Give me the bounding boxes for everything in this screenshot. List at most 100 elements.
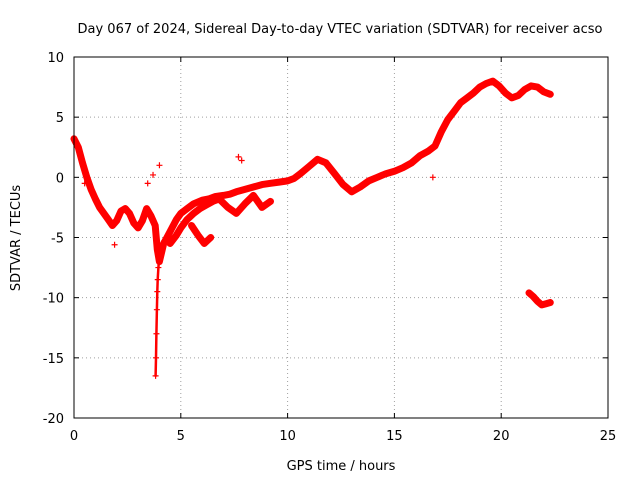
data-point [194,232,201,239]
data-point [105,216,112,223]
data-point [233,188,240,195]
series-line [188,222,215,247]
data-point [144,180,151,187]
data-point [173,216,180,223]
data-point [417,152,424,159]
data-point [408,159,415,166]
data-point [109,222,116,229]
data-point [75,144,82,151]
data-point [190,210,197,217]
x-tick-label: 10 [279,429,296,444]
data-point [483,80,490,87]
data-point [153,330,160,337]
data-point [502,90,509,97]
data-point [153,306,160,313]
data-point [83,174,90,181]
data-point [429,174,436,181]
data-point [92,195,99,202]
data-point [489,78,496,85]
data-point [209,198,216,205]
data-point [167,240,174,247]
data-point [470,90,477,97]
data-point [79,159,86,166]
data-point [96,204,103,211]
data-point [297,170,304,177]
data-point [139,217,146,224]
series-secondary-trace [166,191,274,247]
data-point [291,175,298,182]
y-tick-label: 0 [56,171,64,186]
data-point [530,293,537,300]
data-point [267,180,274,187]
data-point [150,171,157,178]
data-point [374,174,381,181]
x-axis-label: GPS time / hours [287,459,396,474]
data-point [167,228,174,235]
data-point [177,224,184,231]
tick-labels: 0 5 10 15 20 25 -20 -15 -10 -5 0 5 10 [43,51,617,444]
data-point [153,354,160,361]
series-dip-spike [152,240,165,379]
y-tick-label: -20 [43,412,64,427]
data-point [81,180,88,187]
data-point [158,240,165,247]
series-line [70,77,554,266]
data-point [250,192,257,199]
data-point [201,240,208,247]
y-tick-label: -10 [43,292,64,307]
data-point [508,94,515,101]
data-point [154,276,161,283]
data-point [147,212,154,219]
data-point [267,198,274,205]
data-point [100,210,107,217]
data-point [207,234,214,241]
data-point [156,252,163,259]
data-point [444,116,451,123]
data-point [224,204,231,211]
data-point [88,186,95,193]
data-point [399,164,406,171]
data-point [241,186,248,193]
x-tick-label: 15 [386,429,403,444]
x-tick-label: 20 [493,429,510,444]
data-point [540,88,547,95]
data-point [177,210,184,217]
data-point [534,298,541,305]
data-point [143,205,150,212]
data-point [340,181,347,188]
data-point [331,170,338,177]
data-point [348,188,355,195]
data-point [184,205,191,212]
series-late-segment [525,289,554,309]
data-point [216,195,223,202]
data-point [156,162,163,169]
data-point [155,264,162,271]
x-tick-label: 25 [600,429,617,444]
data-point [476,84,483,91]
data-point [197,205,204,212]
data-point [464,94,471,101]
y-axis-label: SDTVAR / TECUs [9,185,24,292]
data-point [515,92,522,99]
data-point [365,177,372,184]
data-point [323,159,330,166]
data-point [226,191,233,198]
data-point [152,222,159,229]
data-point [135,224,142,231]
data-point [391,168,398,175]
data-point [233,210,240,217]
data-point [425,147,432,154]
data-point [188,222,195,229]
data-point [538,301,545,308]
data-point [258,204,265,211]
data-point [382,170,389,177]
data-point [130,220,137,227]
chart-title: Day 067 of 2024, Sidereal Day-to-day VTE… [78,22,603,37]
data-point [113,217,120,224]
data-point [250,183,257,190]
data-point [122,205,129,212]
x-tick-label: 5 [177,429,185,444]
data-point [543,300,550,307]
